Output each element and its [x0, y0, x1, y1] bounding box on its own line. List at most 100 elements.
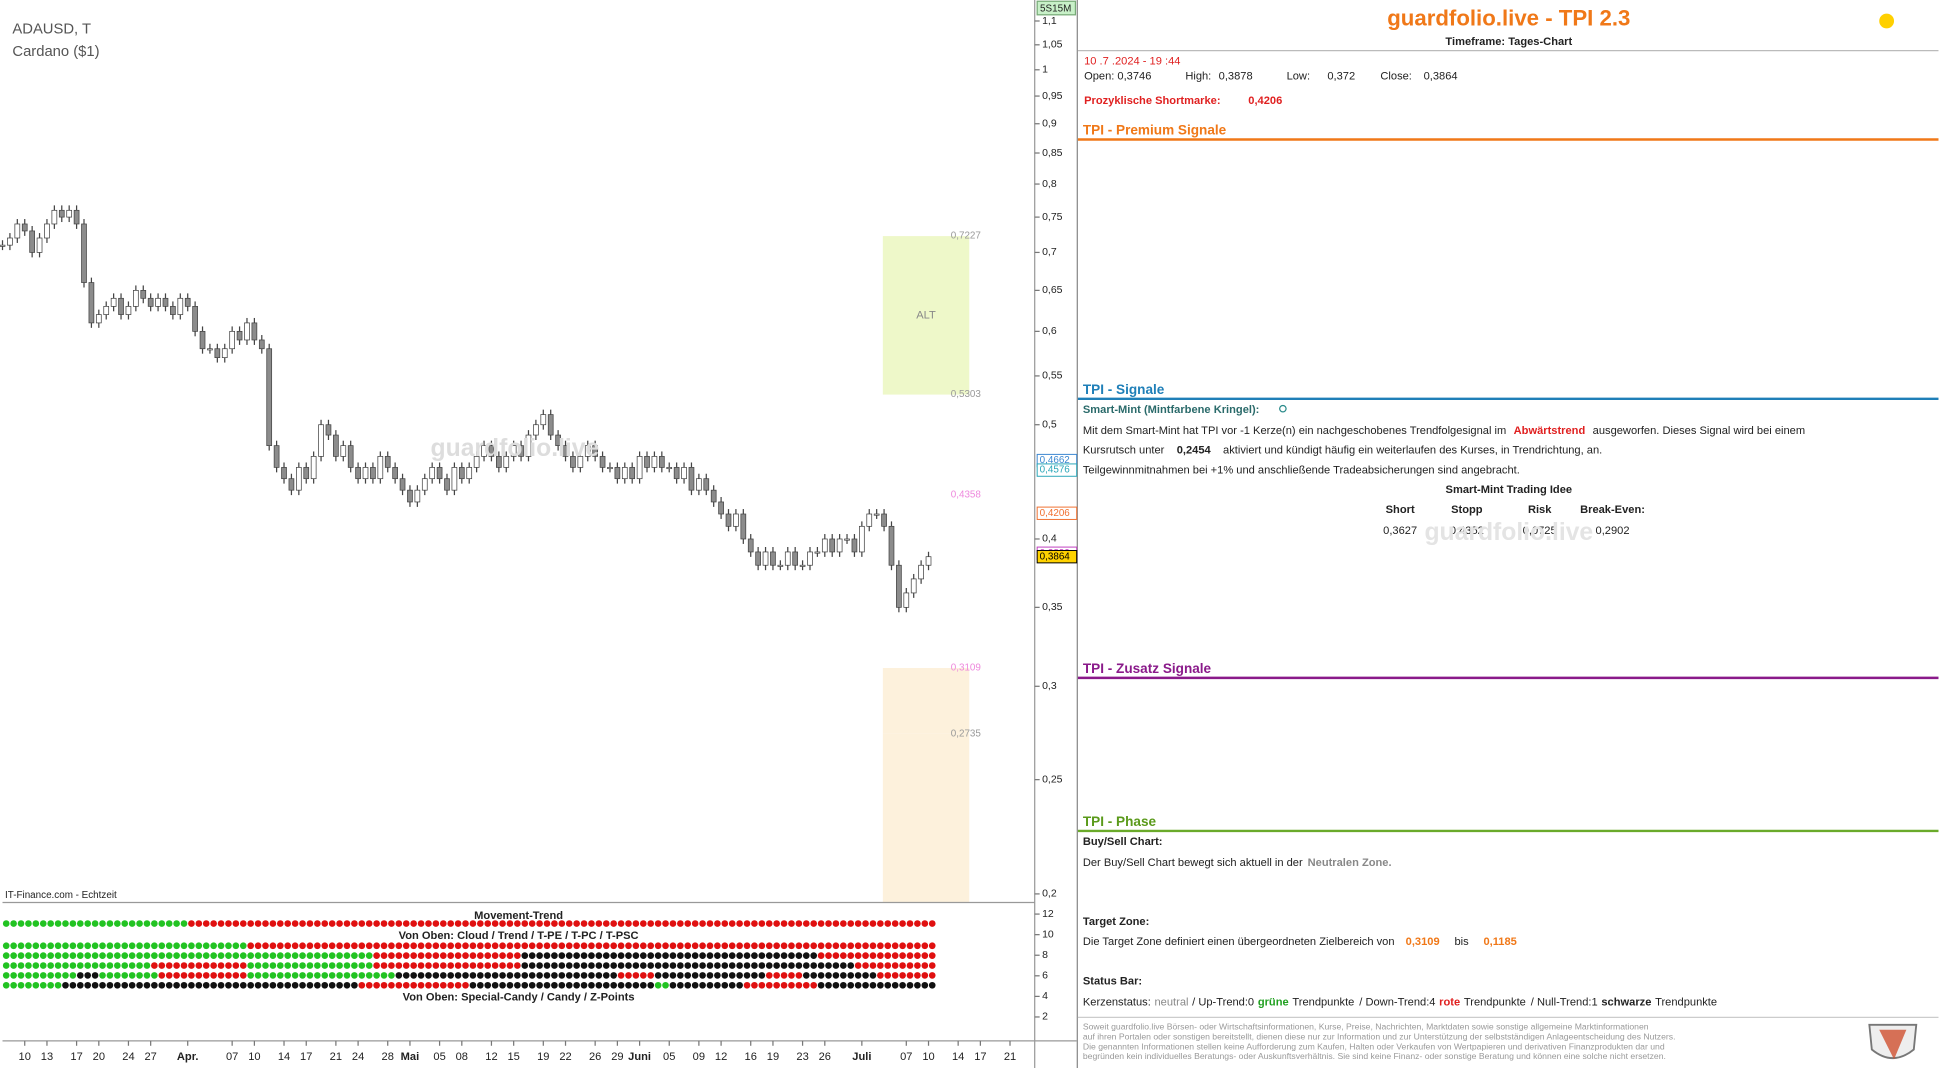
y-tick-label: 0,7	[1042, 247, 1057, 258]
trend-dot	[25, 972, 32, 979]
trend-dot	[276, 952, 284, 959]
trend-dot	[17, 920, 25, 927]
candle-body	[147, 297, 154, 307]
candle-body	[392, 467, 398, 480]
trend-dot	[425, 952, 432, 959]
trend-dot	[728, 972, 736, 979]
x-tick-label: 14	[278, 1051, 290, 1063]
trend-dot	[47, 981, 54, 989]
trend-dot	[395, 920, 403, 927]
trend-dot	[595, 981, 603, 989]
trend-dot	[632, 942, 640, 950]
trend-dot	[76, 942, 84, 950]
trend-dot	[914, 920, 921, 927]
trend-dot	[32, 942, 40, 950]
smart-mint-heading: Smart-Mint (Mintfarbene Kringel):	[1083, 404, 1260, 416]
trend-dot	[617, 981, 625, 989]
trend-dot	[136, 972, 143, 979]
trend-dot	[410, 981, 417, 989]
movement-label-top: Von Oben: Cloud / Trend / T-PE / T-PC / …	[399, 930, 639, 942]
trend-dot	[928, 952, 936, 959]
trend-dot	[691, 962, 699, 969]
candle-body	[7, 237, 13, 246]
trend-dot	[84, 942, 92, 950]
trend-dot	[677, 952, 684, 959]
trend-dot	[825, 942, 832, 950]
trend-dot	[780, 962, 788, 969]
y-tick-label: 0,55	[1042, 371, 1063, 382]
trend-dot	[543, 962, 551, 969]
trend-dot	[869, 972, 877, 979]
trend-dot	[662, 952, 669, 959]
trend-dot	[625, 952, 632, 959]
trend-dot	[358, 920, 366, 927]
trend-dot	[417, 920, 425, 927]
trend-dot	[514, 981, 521, 989]
trend-dot	[358, 962, 366, 969]
trend-dot	[706, 952, 714, 959]
x-tick-label: 29	[611, 1051, 623, 1063]
trend-dot	[736, 920, 743, 927]
trend-dot	[476, 920, 484, 927]
trend-dot	[551, 952, 558, 959]
trend-dot	[10, 972, 17, 979]
trend-dot	[706, 962, 714, 969]
trend-dot	[847, 920, 855, 927]
trend-dot	[388, 920, 395, 927]
trend-dot	[343, 972, 351, 979]
level-label: 0,5303	[951, 389, 982, 400]
trend-dot	[899, 962, 906, 969]
candle-body	[177, 297, 184, 315]
trend-dot	[669, 962, 677, 969]
trend-dot	[39, 972, 47, 979]
trend-dot	[336, 952, 343, 959]
price-marker	[1036, 550, 1078, 564]
trend-dot	[469, 952, 477, 959]
candle-body	[340, 445, 347, 457]
trend-dot	[491, 981, 499, 989]
trend-dot	[136, 962, 143, 969]
status-heading: Status Bar:	[1083, 976, 1142, 988]
candle-body	[370, 467, 376, 480]
trend-dot	[454, 972, 462, 979]
trend-dot	[180, 952, 188, 959]
trend-dot	[225, 942, 232, 950]
trend-dot	[32, 981, 40, 989]
trend-dot	[877, 920, 884, 927]
candle-body	[273, 445, 280, 468]
candle-body	[303, 467, 310, 480]
trend-dot	[632, 920, 640, 927]
trend-dot	[402, 942, 410, 950]
candle-body	[281, 467, 287, 480]
trend-dot	[499, 952, 506, 959]
watermark: guardfolio.live	[1424, 519, 1593, 546]
trend-dot	[869, 952, 877, 959]
trend-dot	[706, 942, 714, 950]
trend-dot	[484, 920, 492, 927]
trend-dot	[869, 981, 877, 989]
trend-dot	[395, 962, 403, 969]
trend-dot	[654, 962, 662, 969]
trend-dot	[17, 981, 25, 989]
trend-dot	[714, 942, 721, 950]
trend-dot	[499, 981, 506, 989]
trend-dot	[617, 972, 625, 979]
candle-body	[770, 551, 776, 566]
trend-dot	[25, 920, 32, 927]
candle-body	[733, 513, 739, 527]
trend-dot	[432, 942, 440, 950]
trend-dot	[728, 962, 736, 969]
trend-dot	[921, 920, 929, 927]
text: ausgeworfen. Dieses Signal wird bei eine…	[1593, 425, 1805, 437]
trend-dot	[639, 942, 647, 950]
trend-dot	[580, 942, 588, 950]
trend-dot	[447, 952, 455, 959]
trend-dot	[699, 981, 706, 989]
trend-dot	[84, 981, 92, 989]
trend-dot	[469, 972, 477, 979]
trend-dot	[25, 942, 32, 950]
trend-dot	[788, 952, 795, 959]
trend-dot	[551, 972, 558, 979]
trend-dot	[721, 962, 729, 969]
